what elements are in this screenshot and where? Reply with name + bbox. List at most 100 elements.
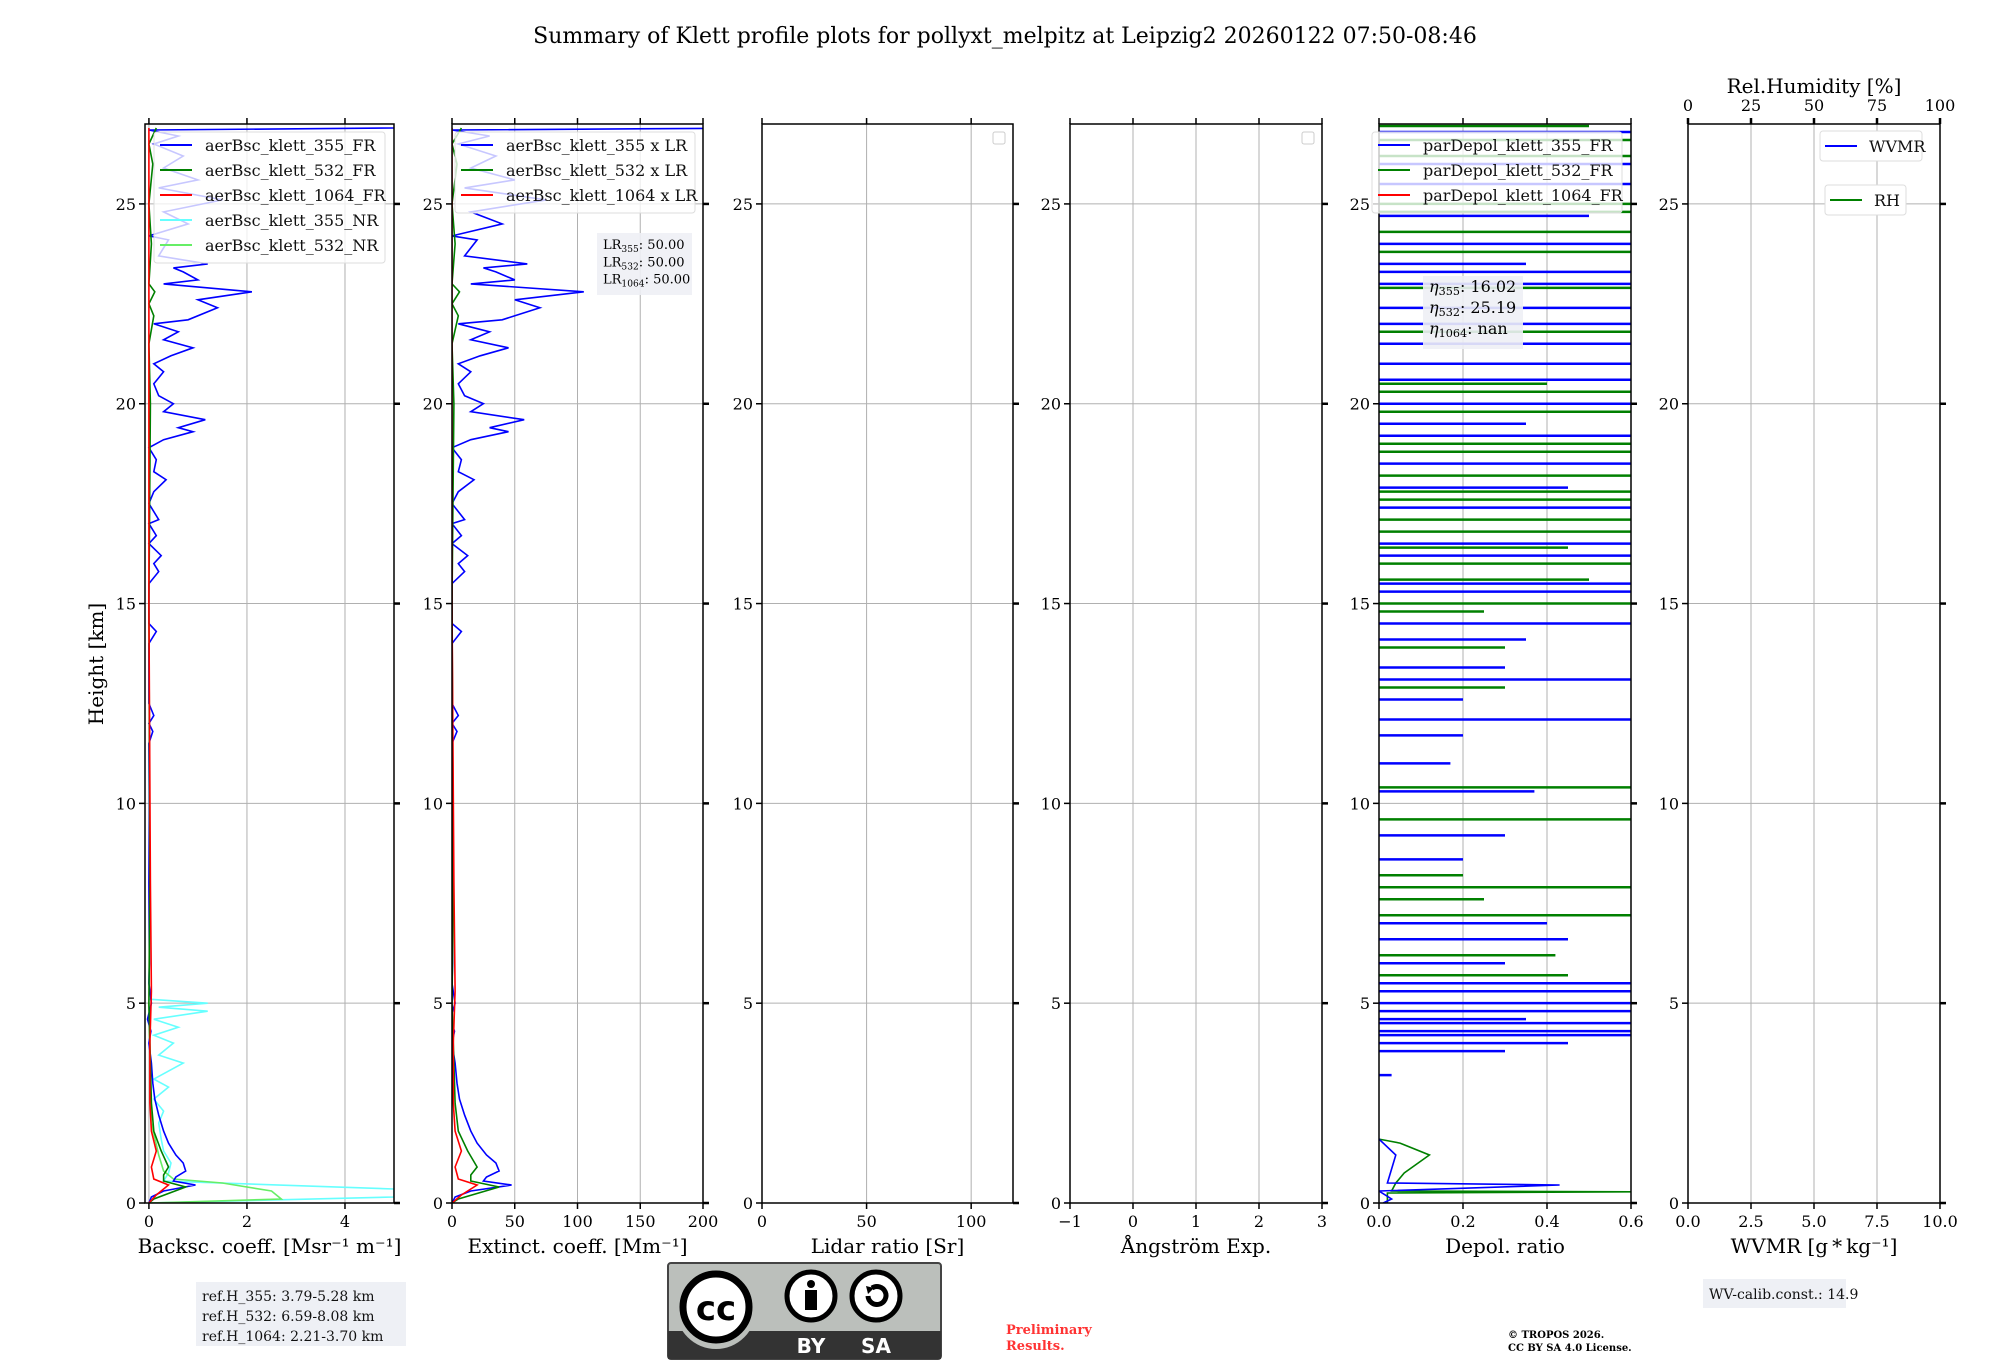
cc-by-sa-license-logo: cc BY SA (667, 1262, 942, 1360)
panel-extinction: 0 50 100 150 200 0 5 10 15 20 25 Extinct. coeff. [M… (423, 118, 718, 1258)
x-tick-label: 2 (242, 1212, 252, 1231)
preliminary-text-2: Results. (1006, 1339, 1065, 1354)
ref-height-1064: ref.H_1064: 2.21-3.70 km (202, 1329, 383, 1345)
axes-frame (761, 123, 1014, 1204)
y-tick-label: 0 (1051, 1194, 1061, 1213)
y-tick-label: 20 (1659, 395, 1679, 414)
y-tick-label: 10 (1659, 794, 1679, 813)
legend-label: aerBsc_klett_355 x LR (506, 136, 688, 155)
series-aerBsc_klett_1064_FR x LR (452, 128, 479, 1203)
legend: parDepol_klett_355_FR parDepol_klett_532_… (1371, 131, 1624, 214)
x-tick-label: 2 (1254, 1212, 1264, 1231)
x-tick-label: 4 (340, 1212, 350, 1231)
legend-label: parDepol_klett_355_FR (1423, 136, 1614, 155)
y-tick-label: 5 (433, 994, 443, 1013)
legend-label: parDepol_klett_532_FR (1423, 161, 1614, 180)
y-tick-label: 25 (1350, 195, 1370, 214)
info-subscript: 1064 (621, 280, 644, 290)
x-tick-label: 0.6 (1618, 1212, 1643, 1231)
legend-label: aerBsc_klett_355_NR (205, 211, 379, 230)
x-tick-label: 1 (1191, 1212, 1201, 1231)
wv-calibration-box: WV-calib.const.: 14.9 (1703, 1279, 1858, 1308)
y-axis-label: Height [km] (84, 603, 108, 725)
info-subscript: 1064 (1439, 327, 1467, 340)
series-parDepol_klett_532_FR (1379, 1138, 1631, 1203)
x-tick-label: 100 (562, 1212, 593, 1231)
x-tick-label: −1 (1058, 1212, 1082, 1231)
legend-label: aerBsc_klett_532_FR (205, 161, 376, 180)
info-symbol: LR (603, 273, 623, 288)
y-tick-label: 15 (733, 595, 753, 614)
panel-depol: 0.0 0.2 0.4 0.6 0 5 10 15 20 25 Depol. ratio parDep… (1350, 118, 1644, 1258)
copyright-text: © TROPOS 2026. (1508, 1330, 1604, 1341)
y-tick-label: 20 (423, 395, 443, 414)
info-symbol: η (1429, 298, 1439, 317)
x-tick-label: 0 (1128, 1212, 1138, 1231)
series-aerBsc_klett_355_FR x LR (452, 127, 703, 1203)
y-tick-label: 15 (1659, 595, 1679, 614)
x-tick-label: 0.0 (1366, 1212, 1391, 1231)
info-symbol: η (1429, 277, 1439, 296)
top-x-tick-label: 75 (1867, 96, 1887, 115)
y-tick-label: 10 (423, 794, 443, 813)
y-tick-label: 25 (423, 195, 443, 214)
panel-backscatter: 0 2 4 0 5 10 15 20 25 Backsc. coeff. [Msr⁻¹ m⁻¹] a… (116, 118, 402, 1258)
x-tick-label: 0.2 (1450, 1212, 1475, 1231)
info-value: : 25.19 (1460, 298, 1516, 317)
cc-icon: cc (696, 1289, 736, 1329)
info-row: LR1064: 50.00 (603, 273, 690, 290)
legend-label: aerBsc_klett_1064_FR (205, 186, 387, 205)
y-tick-label: 5 (126, 994, 136, 1013)
info-symbol: LR (603, 238, 623, 253)
x-tick-label: 150 (625, 1212, 656, 1231)
info-row: η1064: nan (1429, 319, 1508, 340)
legend-label: RH (1874, 191, 1900, 210)
legend-frame (1824, 184, 1907, 216)
by-attribution-icon (784, 1269, 838, 1323)
wv-calibration-constant: WV-calib.const.: 14.9 (1709, 1287, 1858, 1303)
legend-label: aerBsc_klett_1064 x LR (506, 186, 698, 205)
x-tick-label: 10.0 (1922, 1212, 1958, 1231)
legend-rh: RH (1824, 184, 1907, 216)
panel-lidar-ratio: 0 50 100 0 5 10 15 20 25 Lidar ratio [Sr] (733, 118, 1019, 1258)
legend-frame (454, 131, 696, 214)
series-aerBsc_klett_1064_FR (148, 128, 171, 1203)
legend-label: aerBsc_klett_532_NR (205, 236, 379, 255)
legend-frame (153, 131, 386, 264)
empty-legend (992, 131, 1006, 145)
x-tick-label: 0.0 (1675, 1212, 1700, 1231)
series-aerBsc_klett_532_FR x LR (452, 127, 500, 1203)
info-value: : 50.00 (639, 255, 685, 270)
y-tick-label: 5 (1669, 994, 1679, 1013)
x-axis-label: Ångström Exp. (1120, 1233, 1271, 1258)
legend-label: aerBsc_klett_532 x LR (506, 161, 688, 180)
legend: aerBsc_klett_355_FR aerBsc_klett_532_FRae… (153, 131, 387, 264)
y-tick-label: 15 (1350, 595, 1370, 614)
y-tick-label: 10 (116, 794, 136, 813)
y-tick-label: 25 (116, 195, 136, 214)
y-tick-label: 25 (733, 195, 753, 214)
x-tick-label: 50 (856, 1212, 876, 1231)
top-x-tick-label: 25 (1741, 96, 1761, 115)
axes-frame (1378, 123, 1632, 1204)
top-x-tick-label: 100 (1925, 96, 1956, 115)
top-x-tick-label: 50 (1804, 96, 1824, 115)
plot-area (146, 127, 394, 1203)
x-axis-label: Extinct. coeff. [Mm⁻¹] (467, 1234, 687, 1258)
info-subscript: 355 (621, 245, 639, 255)
series-aerBsc_klett_355_FR (146, 127, 394, 1203)
top-x-tick-label: 0 (1683, 96, 1693, 115)
y-tick-label: 10 (1041, 794, 1061, 813)
x-tick-label: 0 (447, 1212, 457, 1231)
legend-label: aerBsc_klett_355_FR (205, 136, 376, 155)
legend-label: parDepol_klett_1064_FR (1423, 186, 1624, 205)
empty-legend (1301, 131, 1315, 145)
x-tick-label: 0 (757, 1212, 767, 1231)
info-value: : 50.00 (639, 238, 685, 253)
x-axis-label: Backsc. coeff. [Msr⁻¹ m⁻¹] (138, 1234, 402, 1258)
y-tick-label: 0 (1669, 1194, 1679, 1213)
info-subscript: 532 (1439, 306, 1460, 319)
